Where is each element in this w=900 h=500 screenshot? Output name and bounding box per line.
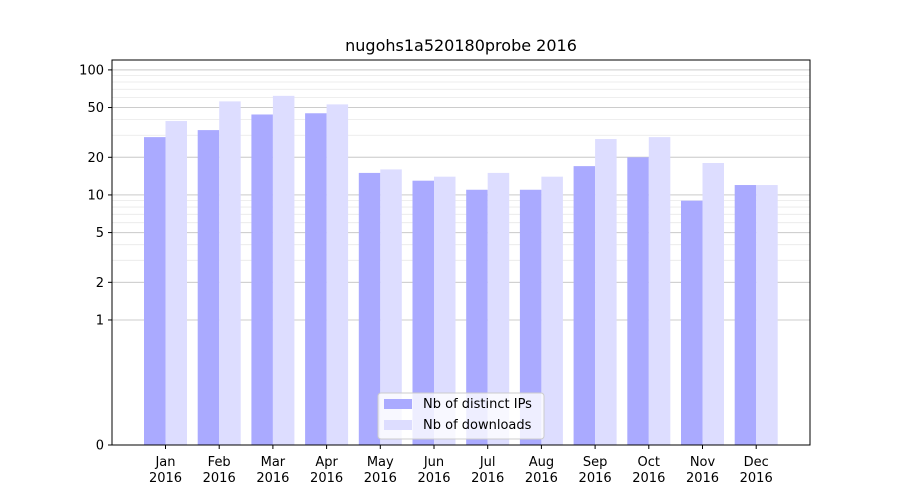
- chart-title: nugohs1a520180probe 2016: [345, 36, 577, 55]
- x-tick-label: Apr 2016: [310, 455, 343, 486]
- x-tick-label: Jun 2016: [417, 455, 450, 486]
- x-tick-label: Feb 2016: [203, 455, 236, 486]
- bar-distinct-ips: [627, 157, 649, 445]
- bar-downloads: [756, 185, 778, 445]
- legend-frame: [377, 392, 545, 440]
- y-tick-label: 2: [96, 276, 104, 291]
- bar-distinct-ips: [197, 130, 220, 445]
- bar-distinct-ips: [412, 180, 434, 445]
- y-tick-label: 10: [87, 188, 104, 203]
- bar-distinct-ips: [519, 189, 542, 445]
- legend-swatch-distinct-ips: [384, 399, 412, 409]
- legend-swatch-downloads: [384, 420, 412, 430]
- bars-layer: [144, 95, 778, 446]
- y-tick-label: 100: [79, 63, 104, 78]
- bar-downloads: [434, 176, 456, 445]
- bar-distinct-ips: [358, 172, 381, 445]
- bar-downloads: [541, 176, 563, 445]
- bar-distinct-ips: [144, 137, 166, 445]
- bar-downloads: [487, 172, 510, 445]
- x-tick-label: Aug 2016: [525, 455, 558, 486]
- y-axis: 0 1 2 5 10 20 50 100: [79, 63, 112, 454]
- bar-downloads: [272, 95, 295, 446]
- bar-distinct-ips: [681, 200, 703, 445]
- bar-downloads: [380, 169, 402, 445]
- x-tick-label: Oct 2016: [632, 455, 665, 486]
- bar-distinct-ips: [734, 185, 757, 445]
- bar-distinct-ips: [251, 114, 273, 445]
- y-tick-label: 0: [96, 439, 104, 454]
- bar-distinct-ips: [466, 189, 488, 445]
- x-tick-label: Jan 2016: [149, 455, 182, 486]
- bar-downloads: [702, 163, 724, 445]
- bar-downloads: [595, 139, 617, 445]
- x-tick-label: Nov 2016: [686, 455, 719, 486]
- bar-downloads: [648, 137, 671, 445]
- x-tick-label: May 2016: [364, 455, 397, 486]
- bar-downloads: [326, 104, 349, 445]
- y-tick-label: 50: [87, 101, 104, 116]
- bar-downloads: [219, 101, 241, 445]
- legend-label-distinct-ips: Nb of distinct IPs: [423, 397, 532, 412]
- x-tick-label: Jul 2016: [471, 455, 504, 486]
- bar-distinct-ips: [305, 113, 327, 445]
- x-tick-label: Dec 2016: [740, 455, 773, 486]
- y-tick-label: 20: [87, 151, 104, 166]
- y-tick-label: 5: [96, 226, 104, 241]
- legend: Nb of distinct IPs Nb of downloads: [377, 392, 545, 440]
- x-tick-label: Mar 2016: [256, 455, 289, 486]
- x-axis: Jan 2016 Feb 2016 Mar 2016 Apr 2016 May 2016 Jun 20…: [149, 445, 773, 486]
- legend-label-downloads: Nb of downloads: [423, 418, 532, 433]
- bar-downloads: [165, 121, 187, 446]
- y-tick-label: 1: [96, 313, 104, 328]
- bar-distinct-ips: [573, 166, 596, 445]
- plot-frame: [111, 59, 811, 446]
- x-tick-label: Sep 2016: [579, 455, 612, 486]
